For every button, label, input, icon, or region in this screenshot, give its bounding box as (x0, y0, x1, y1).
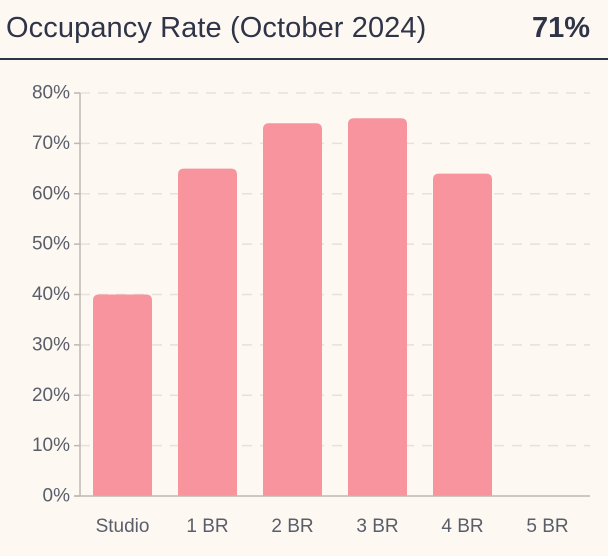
x-tick-label: 4 BR (441, 516, 483, 537)
bar-1-br (178, 168, 237, 496)
x-tick-label: 5 BR (526, 516, 568, 537)
x-axis: Studio 1 BR 2 BR 3 BR 4 BR 5 BR (74, 495, 590, 537)
x-tick-label: 2 BR (271, 516, 313, 537)
bar-3-br (348, 118, 407, 496)
y-tick-label: 0% (43, 486, 71, 507)
x-tick-label: Studio (96, 516, 150, 537)
y-tick-label: 80% (32, 83, 70, 104)
occupancy-bar-chart: 0% 10% 20% 30% 40% 50% 60% 70% 80% Studio 1 BR 2 B… (32, 83, 590, 537)
y-tick-label: 20% (32, 385, 70, 406)
bar-studio (93, 294, 152, 496)
y-tick-label: 10% (32, 435, 70, 456)
y-tick-label: 30% (32, 334, 70, 355)
x-tick-label: 1 BR (186, 516, 228, 537)
bar-4-br (433, 173, 492, 496)
y-tick-label: 70% (32, 133, 70, 154)
y-tick-label: 50% (32, 234, 70, 255)
x-tick-label: 3 BR (356, 516, 398, 537)
overall-occupancy-value: 71% (531, 12, 590, 44)
bar-2-br (263, 123, 322, 496)
bars (93, 118, 492, 496)
chart-header: Occupancy Rate (October 2024) 71% (0, 0, 608, 60)
y-tick-label: 60% (32, 183, 70, 204)
chart-title: Occupancy Rate (October 2024) (6, 12, 427, 44)
y-tick-label: 40% (32, 284, 70, 305)
grid-lines (80, 92, 590, 447)
y-axis: 0% 10% 20% 30% 40% 50% 60% 70% 80% (32, 83, 81, 507)
